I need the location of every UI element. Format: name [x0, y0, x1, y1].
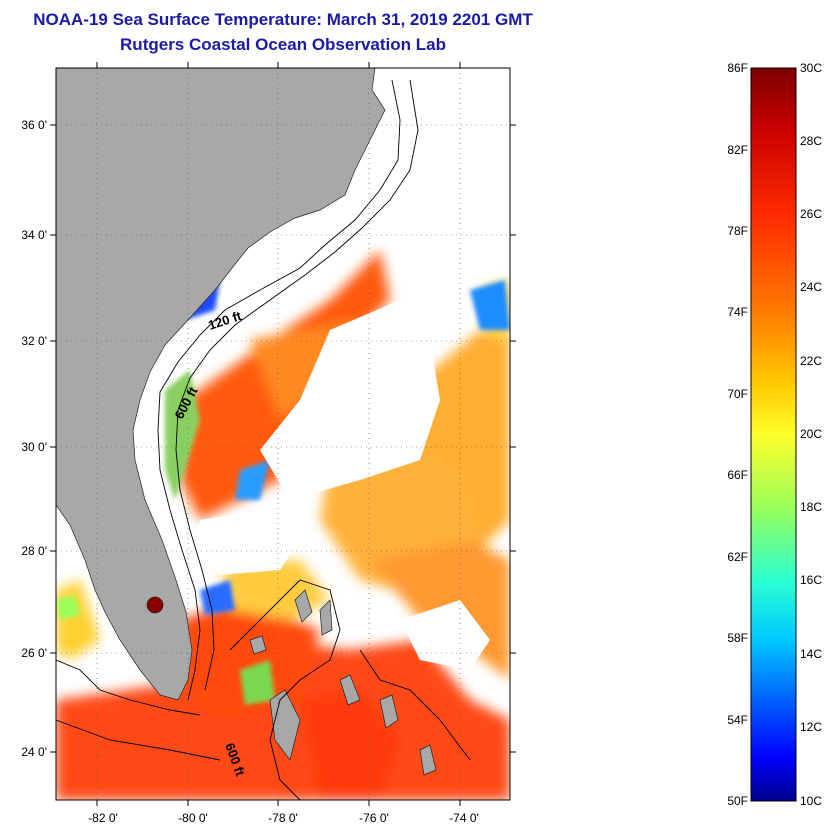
- colorbar-c-label: 26C: [800, 207, 823, 221]
- colorbar-f-label: 86F: [727, 61, 748, 75]
- colorbar-f-label: 70F: [727, 387, 748, 401]
- colorbar-c-label: 20C: [800, 427, 823, 441]
- lat-label: 36 0': [21, 118, 47, 132]
- lon-label: -74 0': [449, 811, 479, 825]
- colorbar-c-label: 30C: [800, 61, 823, 75]
- colorbar-f-label: 78F: [727, 224, 748, 238]
- colorbar-c-label: 16C: [800, 573, 823, 587]
- colorbar-c-label: 24C: [800, 280, 823, 294]
- colorbar: [750, 67, 797, 802]
- map-gridlines: [56, 68, 510, 800]
- colorbar-c-label: 28C: [800, 134, 823, 148]
- lat-label: 28 0': [21, 544, 47, 558]
- colorbar-c-label: 12C: [800, 720, 823, 734]
- colorbar-f-label: 54F: [727, 713, 748, 727]
- lon-label: -78 0': [268, 811, 298, 825]
- lon-label: -80 0': [178, 811, 208, 825]
- colorbar-c-label: 14C: [800, 647, 823, 661]
- lat-label: 26 0': [21, 646, 47, 660]
- lat-label: 32 0': [21, 334, 47, 348]
- map-frame: [55, 67, 511, 801]
- lon-label: -76 0': [359, 811, 389, 825]
- colorbar-f-label: 50F: [727, 794, 748, 808]
- lat-label: 24 0': [21, 745, 47, 759]
- map-image: 120 ft 600 ft 600 ft: [56, 68, 510, 800]
- colorbar-f-label: 82F: [727, 143, 748, 157]
- lat-label: 34 0': [21, 228, 47, 242]
- map-subtitle: Rutgers Coastal Ocean Observation Lab: [120, 35, 446, 54]
- colorbar-c-label: 10C: [800, 794, 823, 808]
- colorbar-c-label: 22C: [800, 354, 823, 368]
- map-ticks: [50, 62, 516, 806]
- lon-label: -82 0': [88, 811, 118, 825]
- land-mass: [56, 68, 386, 701]
- map-title: NOAA-19 Sea Surface Temperature: March 3…: [33, 10, 533, 29]
- colorbar-f-label: 58F: [727, 631, 748, 645]
- lat-label: 30 0': [21, 440, 47, 454]
- colorbar-f-label: 74F: [727, 305, 748, 319]
- colorbar-f-label: 66F: [727, 468, 748, 482]
- colorbar-c-label: 18C: [800, 500, 823, 514]
- colorbar-f-label: 62F: [727, 550, 748, 564]
